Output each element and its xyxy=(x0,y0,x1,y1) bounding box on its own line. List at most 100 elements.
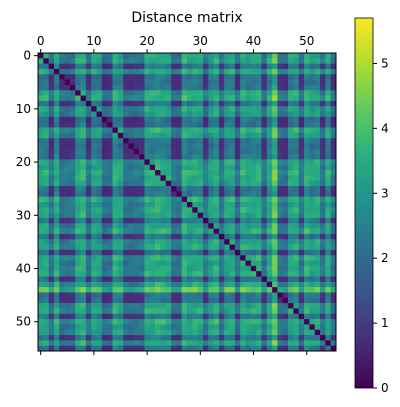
heatmap-cell xyxy=(320,106,326,112)
heatmap-cell xyxy=(43,249,49,256)
heatmap-cell xyxy=(229,265,236,272)
heatmap-cell xyxy=(91,313,97,320)
heatmap-cell xyxy=(314,63,321,70)
heatmap-cell xyxy=(192,100,198,107)
x-axis-ticks: 0 10 20 30 40 50 xyxy=(37,34,314,355)
heatmap-cell xyxy=(325,276,331,283)
heatmap-cell xyxy=(256,63,262,70)
heatmap-cell xyxy=(256,228,262,235)
heatmap-cell xyxy=(59,175,65,182)
heatmap-cell xyxy=(181,74,188,80)
heatmap-cell xyxy=(107,164,113,171)
heatmap-cell xyxy=(171,84,177,91)
heatmap-cell xyxy=(234,313,241,320)
heatmap-cell xyxy=(293,154,300,160)
heatmap-cell xyxy=(218,297,225,304)
heatmap-cell xyxy=(298,319,305,325)
heatmap-cell xyxy=(69,84,76,91)
heatmap-cell xyxy=(202,100,209,107)
y-tick-label: 30 xyxy=(16,208,31,222)
heatmap-cell xyxy=(144,191,151,197)
heatmap-cell xyxy=(240,260,246,267)
heatmap-cell xyxy=(117,233,124,240)
heatmap-cell xyxy=(43,271,49,277)
heatmap-cell xyxy=(266,233,273,240)
heatmap-cell xyxy=(187,212,193,219)
heatmap-cell xyxy=(112,132,119,139)
heatmap-cell xyxy=(117,228,124,235)
heatmap-cell xyxy=(224,53,230,59)
heatmap-cell xyxy=(107,58,113,64)
heatmap-cell xyxy=(123,335,129,341)
heatmap-cell xyxy=(320,313,326,320)
heatmap-cell xyxy=(101,58,108,64)
heatmap-cell xyxy=(64,95,71,102)
heatmap-cell xyxy=(250,159,257,166)
heatmap-cell xyxy=(133,143,140,150)
heatmap-cell xyxy=(155,276,161,283)
heatmap-cell xyxy=(144,297,151,304)
heatmap-cell xyxy=(181,143,188,150)
heatmap-cell xyxy=(69,271,76,277)
heatmap-cell xyxy=(48,329,55,336)
heatmap-cell xyxy=(64,180,71,187)
heatmap-cell xyxy=(218,63,225,70)
heatmap-cell xyxy=(101,228,108,235)
heatmap-cell xyxy=(261,260,268,267)
heatmap-cell xyxy=(213,292,220,299)
heatmap-cell xyxy=(187,281,193,288)
heatmap-cell xyxy=(250,53,257,59)
heatmap-cell xyxy=(245,313,252,320)
heatmap-cell xyxy=(261,223,268,229)
heatmap-cell xyxy=(91,239,97,245)
heatmap-cell xyxy=(128,244,135,251)
heatmap-cell xyxy=(245,202,252,208)
heatmap-cell xyxy=(325,180,331,187)
heatmap-cell xyxy=(330,116,337,123)
heatmap-cell xyxy=(213,196,220,203)
heatmap-cell xyxy=(277,186,284,192)
heatmap-cell xyxy=(298,223,305,229)
heatmap-cell xyxy=(266,260,273,267)
heatmap-cell xyxy=(181,233,188,240)
heatmap-cell xyxy=(80,164,87,171)
heatmap-cell xyxy=(304,196,310,203)
heatmap-cell xyxy=(112,207,119,213)
heatmap-cell xyxy=(298,276,305,283)
heatmap-cell xyxy=(155,132,161,139)
heatmap-cell xyxy=(277,303,284,309)
heatmap-cell xyxy=(48,271,55,277)
heatmap-cell xyxy=(240,228,246,235)
heatmap-cell xyxy=(75,233,81,240)
heatmap-cell xyxy=(309,217,316,224)
heatmap-cell xyxy=(277,292,284,299)
heatmap-cell xyxy=(181,116,188,123)
heatmap-cell xyxy=(38,276,44,283)
heatmap-cell xyxy=(298,228,305,235)
heatmap-cell xyxy=(128,292,135,299)
heatmap-cell xyxy=(107,207,113,213)
heatmap-cell xyxy=(80,212,87,219)
heatmap-cell xyxy=(165,63,172,70)
heatmap-cell xyxy=(309,68,316,75)
heatmap-cell xyxy=(224,159,230,166)
heatmap-cell xyxy=(38,127,44,134)
heatmap-cell xyxy=(112,53,119,59)
heatmap-cell xyxy=(38,68,44,75)
heatmap-cell xyxy=(272,170,278,176)
heatmap-cell xyxy=(218,180,225,187)
heatmap-cell xyxy=(101,68,108,75)
heatmap-cell xyxy=(272,106,278,112)
heatmap-cell xyxy=(213,127,220,134)
heatmap-cell xyxy=(213,276,220,283)
heatmap-cell xyxy=(309,175,316,182)
heatmap-cell xyxy=(256,116,262,123)
heatmap-cell xyxy=(112,148,119,155)
heatmap-cell xyxy=(330,233,337,240)
heatmap-cell xyxy=(277,122,284,128)
heatmap-cell xyxy=(149,159,156,166)
heatmap-cell xyxy=(59,132,65,139)
heatmap-cell xyxy=(213,164,220,171)
heatmap-cell xyxy=(112,79,119,86)
heatmap-cell xyxy=(250,292,257,299)
